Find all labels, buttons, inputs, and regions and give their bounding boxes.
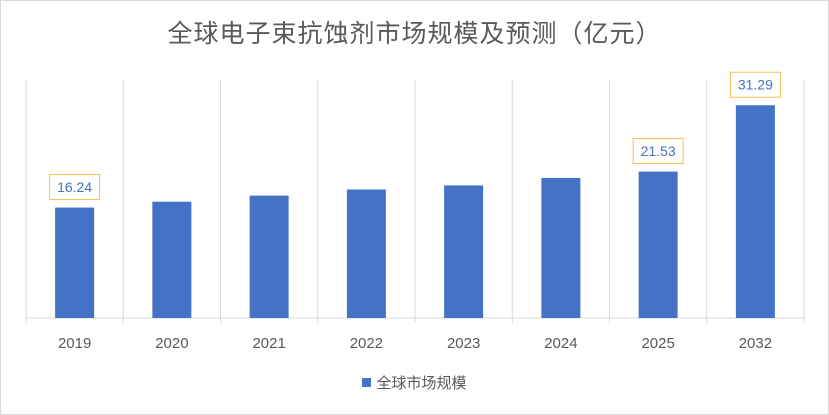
chart-title: 全球电子束抗蚀剂市场规模及预测（亿元）	[167, 19, 662, 48]
legend: 全球市场规模	[0, 372, 829, 393]
x-tick-label: 2019	[58, 335, 91, 352]
bar-2032	[735, 105, 775, 318]
x-tick-label: 2025	[641, 335, 674, 352]
data-label-box	[49, 174, 101, 201]
x-tick-label: 2020	[155, 335, 188, 352]
bar-2022	[346, 189, 386, 318]
x-tick-label: 2021	[252, 335, 285, 352]
data-label-box	[729, 71, 781, 98]
x-tick-label: 2023	[447, 335, 480, 352]
bar-2021	[249, 195, 289, 318]
legend-swatch	[362, 378, 372, 387]
x-tick-label: 2032	[739, 335, 772, 352]
data-label: 21.53	[641, 143, 676, 159]
bar-2024	[541, 177, 581, 318]
data-label: 16.24	[57, 179, 92, 195]
legend-label: 全球市场规模	[376, 374, 467, 392]
data-label: 31.29	[738, 77, 773, 93]
data-label-box	[632, 138, 684, 165]
bar-2023	[444, 185, 484, 318]
bar-2025	[638, 171, 678, 318]
x-tick-label: 2024	[544, 335, 577, 352]
bar-2019	[55, 207, 95, 318]
bar-2020	[152, 201, 192, 318]
x-tick-label: 2022	[350, 335, 383, 352]
